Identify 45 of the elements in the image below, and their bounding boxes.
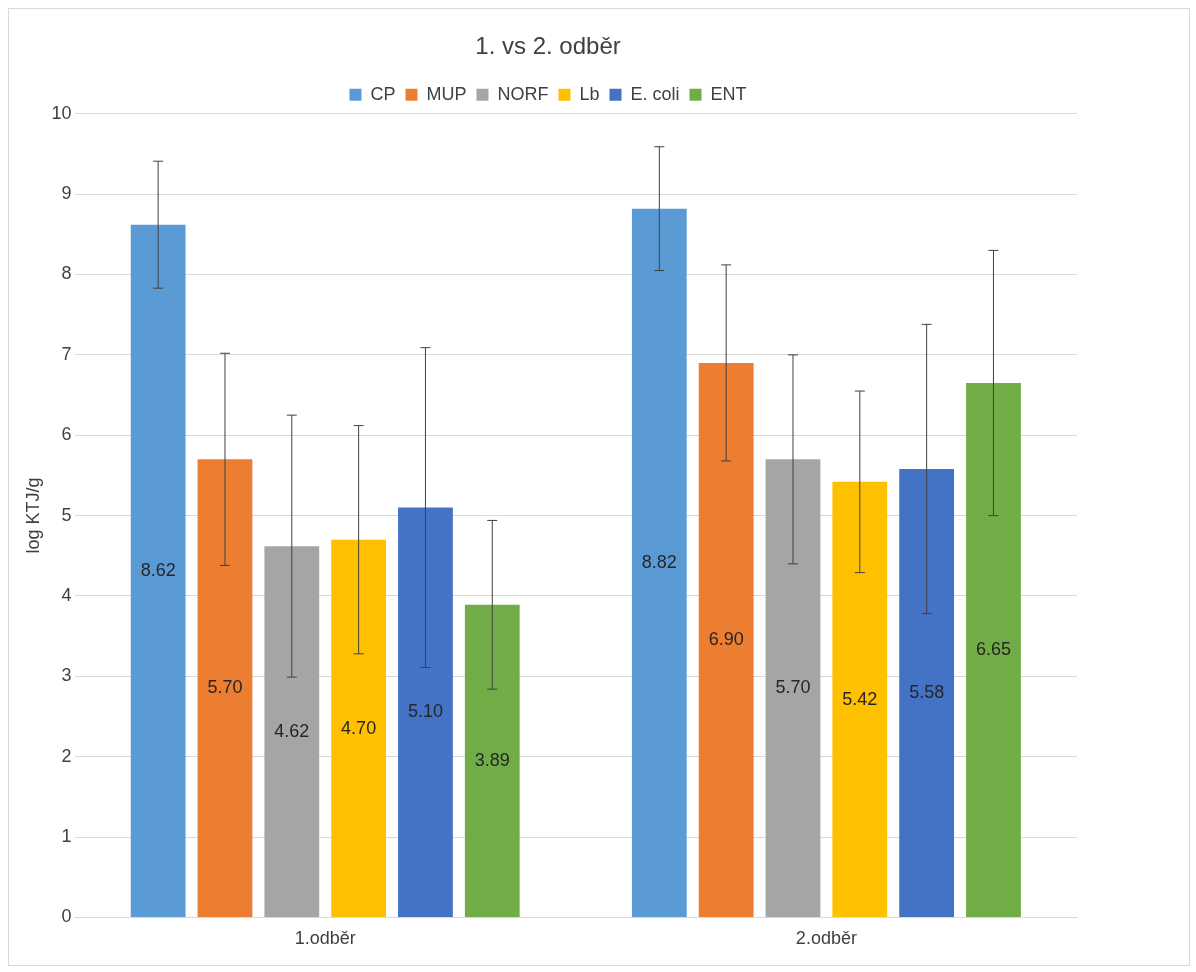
- y-tick-label: 8: [61, 263, 72, 284]
- data-label: 5.58: [909, 682, 945, 703]
- y-axis-title: log KTJ/g: [22, 477, 43, 554]
- bar: [264, 546, 320, 917]
- y-tick-label: 2: [61, 745, 72, 766]
- x-tick-label: 2.odběr: [795, 928, 857, 949]
- bar: [130, 224, 186, 917]
- bar: [832, 481, 888, 917]
- data-label: 5.70: [207, 677, 243, 698]
- data-label: 5.42: [842, 688, 878, 709]
- y-tick-label: 3: [61, 665, 72, 686]
- data-label: 6.90: [708, 629, 744, 650]
- data-label: 3.89: [474, 750, 510, 771]
- data-label: 4.70: [341, 717, 377, 738]
- legend-label: Lb: [579, 83, 600, 104]
- bar: [197, 459, 253, 917]
- bar: [765, 459, 821, 917]
- bar: [966, 383, 1021, 917]
- bar: [899, 468, 955, 917]
- bar: [331, 539, 387, 917]
- bar: [398, 507, 453, 917]
- data-label: 4.62: [274, 720, 310, 741]
- bar: [698, 362, 754, 917]
- legend-label: MUP: [426, 83, 467, 104]
- chart-title: 1. vs 2. odběr: [475, 32, 621, 60]
- data-label: 5.10: [407, 701, 443, 722]
- data-label: 8.82: [641, 551, 677, 572]
- legend-label: CP: [370, 83, 396, 104]
- legend-label: E. coli: [630, 83, 680, 104]
- legend-label: NORF: [497, 83, 549, 104]
- y-tick-label: 7: [61, 343, 72, 364]
- y-tick-label: 10: [51, 102, 72, 123]
- data-label: 5.70: [775, 677, 811, 698]
- bar: [631, 208, 687, 917]
- data-label: 6.65: [975, 639, 1011, 660]
- y-tick-label: 9: [61, 183, 72, 204]
- y-tick-label: 0: [61, 906, 72, 927]
- x-tick-label: 1.odběr: [294, 928, 356, 949]
- y-tick-label: 6: [61, 424, 72, 445]
- y-tick-label: 4: [61, 584, 72, 605]
- data-label: 8.62: [140, 560, 176, 581]
- bar: [464, 604, 520, 917]
- y-tick-label: 5: [61, 504, 72, 525]
- legend-label: ENT: [710, 83, 747, 104]
- y-tick-label: 1: [61, 826, 72, 847]
